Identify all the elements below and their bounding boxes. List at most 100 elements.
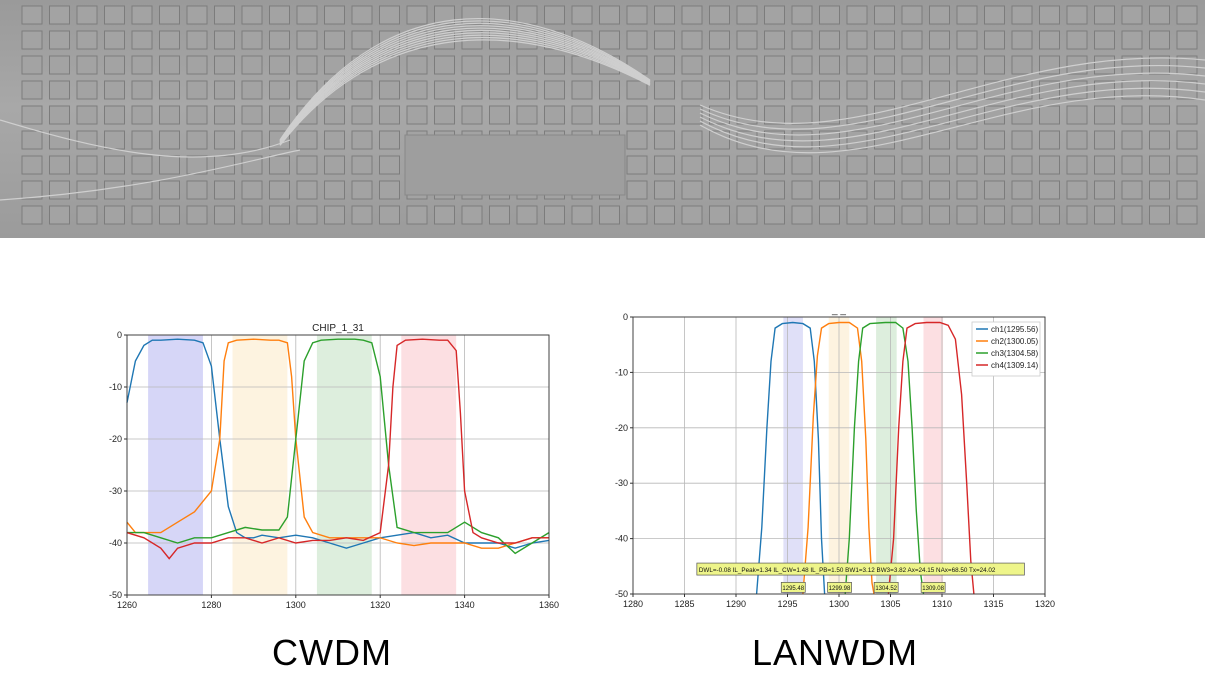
- highlight-band: [148, 335, 203, 595]
- chip-cell: [681, 80, 703, 100]
- chip-cell: [1039, 5, 1060, 25]
- waveguide: [699, 80, 1205, 142]
- chip-cell: [764, 80, 785, 100]
- chip-cell: [351, 180, 373, 200]
- marker-box: [920, 582, 946, 593]
- x-tick-label: 1290: [726, 599, 746, 609]
- chip-cell: [956, 205, 978, 225]
- chip-cell: [709, 55, 730, 75]
- chip-cell: [1039, 205, 1060, 225]
- chip-cell: [269, 5, 290, 25]
- chip-cell: [929, 130, 950, 150]
- chip-cell: [709, 180, 730, 200]
- lanwdm-chart: 1280 1285 1290 1295 1300 1305 1310 1315 1320 0 -10…: [605, 305, 1060, 615]
- chip-cell: [104, 80, 125, 100]
- chip-cell: [736, 180, 758, 200]
- chip-cell: [544, 5, 565, 25]
- chip-cell: [1066, 30, 1088, 50]
- chip-cell: [901, 5, 923, 25]
- y-tick-label: -20: [109, 434, 122, 444]
- y-tick-label: -30: [109, 486, 122, 496]
- chip-cell: [599, 80, 620, 100]
- legend-label: ch2(1300.05): [991, 337, 1038, 346]
- chip-cell: [1066, 80, 1088, 100]
- series-line-1: [126, 338, 550, 549]
- chip-cell: [791, 80, 813, 100]
- marker-label: 1295.48: [782, 586, 804, 592]
- x-tick-label: 1340: [455, 600, 475, 610]
- chip-cell: [1066, 155, 1088, 175]
- chip-cell: [1176, 130, 1198, 150]
- chip-cell: [434, 105, 455, 125]
- legend-box: [971, 321, 1041, 377]
- chip-cell: [49, 80, 70, 100]
- chip-cell: [1121, 30, 1143, 50]
- chip-cell: [1149, 105, 1170, 125]
- chip-cell: [76, 130, 98, 150]
- chip-cell: [351, 130, 373, 150]
- chip-cell: [21, 130, 43, 150]
- chip-cell: [49, 55, 70, 75]
- chip-cell: [764, 55, 785, 75]
- chip-cell: [901, 180, 923, 200]
- chip-cell: [434, 80, 455, 100]
- x-tick-label: 1280: [201, 600, 221, 610]
- chip-cell: [764, 30, 785, 50]
- highlight-band: [923, 317, 944, 594]
- chip-cell: [1039, 105, 1060, 125]
- chip-cell: [544, 55, 565, 75]
- waveguide: [279, 34, 651, 145]
- chip-cell: [681, 105, 703, 125]
- chip-cell: [1011, 180, 1033, 200]
- chip-cell: [379, 5, 400, 25]
- chip-cell: [544, 80, 565, 100]
- chip-cell: [516, 55, 538, 75]
- chip-cell: [406, 205, 428, 225]
- chip-cell: [489, 80, 510, 100]
- chip-cell: [1039, 180, 1060, 200]
- chip-cell: [709, 130, 730, 150]
- x-tick-label: 1320: [1035, 599, 1055, 609]
- y-tick-label: -10: [109, 382, 122, 392]
- chip-cell: [1176, 205, 1198, 225]
- chip-cell: [571, 105, 593, 125]
- chip-cell: [736, 30, 758, 50]
- chip-cell: [984, 55, 1005, 75]
- chip-cell: [406, 55, 428, 75]
- chip-cell: [1176, 30, 1198, 50]
- x-tick-label: 1280: [623, 599, 643, 609]
- chip-cell: [76, 155, 98, 175]
- chip-cell: [49, 5, 70, 25]
- chip-cell: [1066, 180, 1088, 200]
- chip-cell: [984, 155, 1005, 175]
- chip-cell: [929, 205, 950, 225]
- chip-cell: [434, 205, 455, 225]
- chip-cell: [351, 5, 373, 25]
- chip-layout-graphic: [0, 5, 1205, 225]
- highlight-band: [316, 335, 372, 595]
- chip-cell: [461, 55, 483, 75]
- cwdm-chart-svg: 1260 1280 1300 1320 1340 1360 0 -10 -20 -30 -40 -50…: [109, 323, 559, 610]
- chip-cell: [846, 130, 868, 150]
- chip-cell: [874, 155, 895, 175]
- chip-cell: [186, 155, 208, 175]
- chip-cell: [76, 30, 98, 50]
- series-line-3: [844, 321, 925, 595]
- chip-cell: [929, 180, 950, 200]
- chip-cell: [186, 55, 208, 75]
- chip-cell: [241, 130, 263, 150]
- chip-cell: [269, 205, 290, 225]
- chip-cell: [186, 105, 208, 125]
- chip-cell: [1011, 155, 1033, 175]
- y-tick-label: 0: [623, 312, 628, 322]
- chip-cell: [186, 180, 208, 200]
- chip-cell: [21, 80, 43, 100]
- chip-cell: [984, 180, 1005, 200]
- chip-cell: [159, 80, 180, 100]
- chip-cell: [104, 155, 125, 175]
- marker-label: 1309.08: [922, 586, 944, 592]
- chip-cell: [104, 105, 125, 125]
- chip-cell: [269, 55, 290, 75]
- chip-cell: [159, 55, 180, 75]
- chip-cell: [929, 155, 950, 175]
